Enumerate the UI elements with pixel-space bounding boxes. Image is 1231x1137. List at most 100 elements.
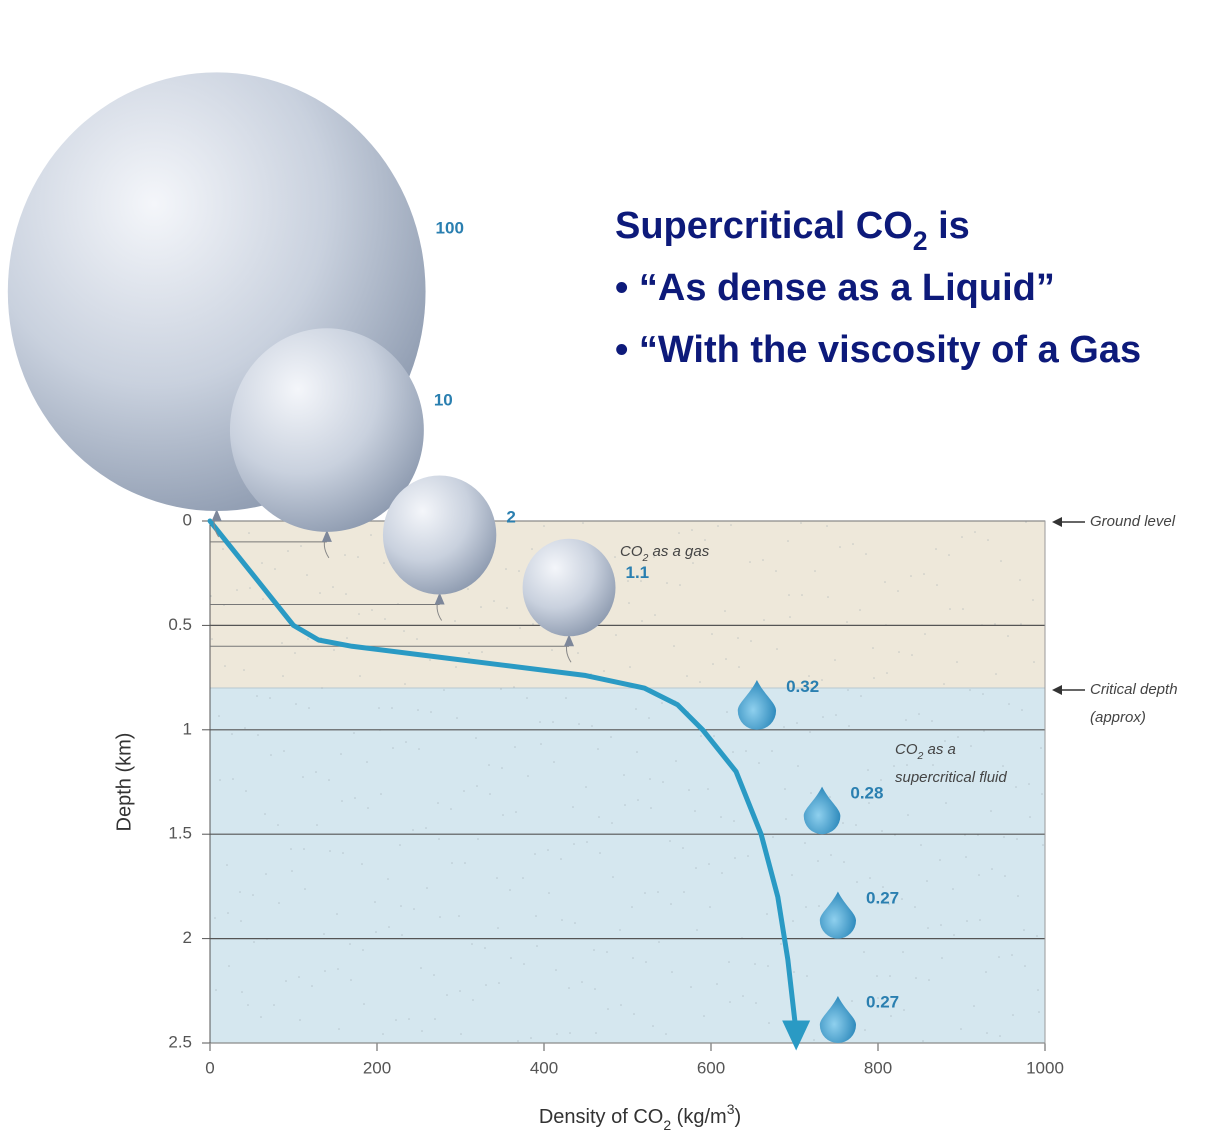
texture [860,695,862,697]
texture [323,933,325,935]
text-part: (approx) [1090,709,1146,726]
texture [577,652,579,654]
texture [342,852,344,854]
texture [399,844,401,846]
x-tick-label: 400 [530,1058,558,1077]
texture [357,556,359,558]
texture [990,810,992,812]
texture [911,654,913,656]
volume-label: 10 [434,390,453,409]
texture [455,666,457,668]
texture [755,1002,757,1004]
texture [395,1019,397,1021]
annotation: Ground level [1090,513,1176,530]
texture [902,951,904,953]
texture [344,554,346,556]
texture [635,708,637,710]
texture [926,880,928,882]
texture [822,716,824,718]
texture [923,573,925,575]
texture [226,864,228,866]
x-tick-label: 200 [363,1058,391,1077]
texture [599,852,601,854]
texture [273,1004,275,1006]
texture [475,737,477,739]
texture [657,891,659,893]
texture [868,802,870,804]
texture [561,919,563,921]
texture [439,916,441,918]
texture [450,808,452,810]
texture [569,1032,571,1034]
texture [400,905,402,907]
texture [957,736,959,738]
texture [412,829,414,831]
texture [644,892,646,894]
texture [763,619,765,621]
texture [725,658,727,660]
texture [970,745,972,747]
texture [506,607,508,609]
texture [574,922,576,924]
texture [387,878,389,880]
texture [1007,635,1009,637]
texture [817,860,819,862]
texture [404,683,406,685]
texture [637,799,639,801]
texture [308,707,310,709]
texture [982,693,984,695]
texture [1028,783,1030,785]
texture [1040,747,1042,749]
texture [940,924,942,926]
texture [502,814,504,816]
texture [232,778,234,780]
texture [262,598,264,600]
texture [371,609,373,611]
texture [249,587,251,589]
texture [628,602,630,604]
texture [873,677,875,679]
texture [631,906,633,908]
texture [1015,786,1017,788]
texture [907,814,909,816]
texture [593,949,595,951]
texture [240,920,242,922]
y-tick-label: 2 [183,928,192,947]
texture [855,824,857,826]
texture [738,666,740,668]
texture [776,648,778,650]
texture [485,984,487,986]
bullet-text: “As dense as a Liquid” [639,267,1055,309]
texture [458,915,460,917]
text-part: CO [895,741,918,758]
texture [922,1040,924,1042]
texture [961,536,963,538]
texture [298,976,300,978]
texture [481,651,483,653]
texture [720,816,722,818]
texture [1020,623,1022,625]
texture [641,620,643,622]
texture [556,1033,558,1035]
text-part: (kg/m [671,1106,727,1128]
texture [632,957,634,959]
texture [480,606,482,608]
y-axis-label: Depth (km) [113,733,135,832]
texture [573,843,575,845]
texture [568,987,570,989]
volume-label: 2 [506,507,515,526]
texture [814,570,816,572]
texture [884,581,886,583]
texture [1024,965,1026,967]
texture [952,888,954,890]
texture [729,1001,731,1003]
texture [586,841,588,843]
texture [941,957,943,959]
texture [460,1033,462,1035]
texture [889,975,891,977]
texture [666,582,668,584]
texture [675,760,677,762]
texture [903,1009,905,1011]
texture [767,965,769,967]
